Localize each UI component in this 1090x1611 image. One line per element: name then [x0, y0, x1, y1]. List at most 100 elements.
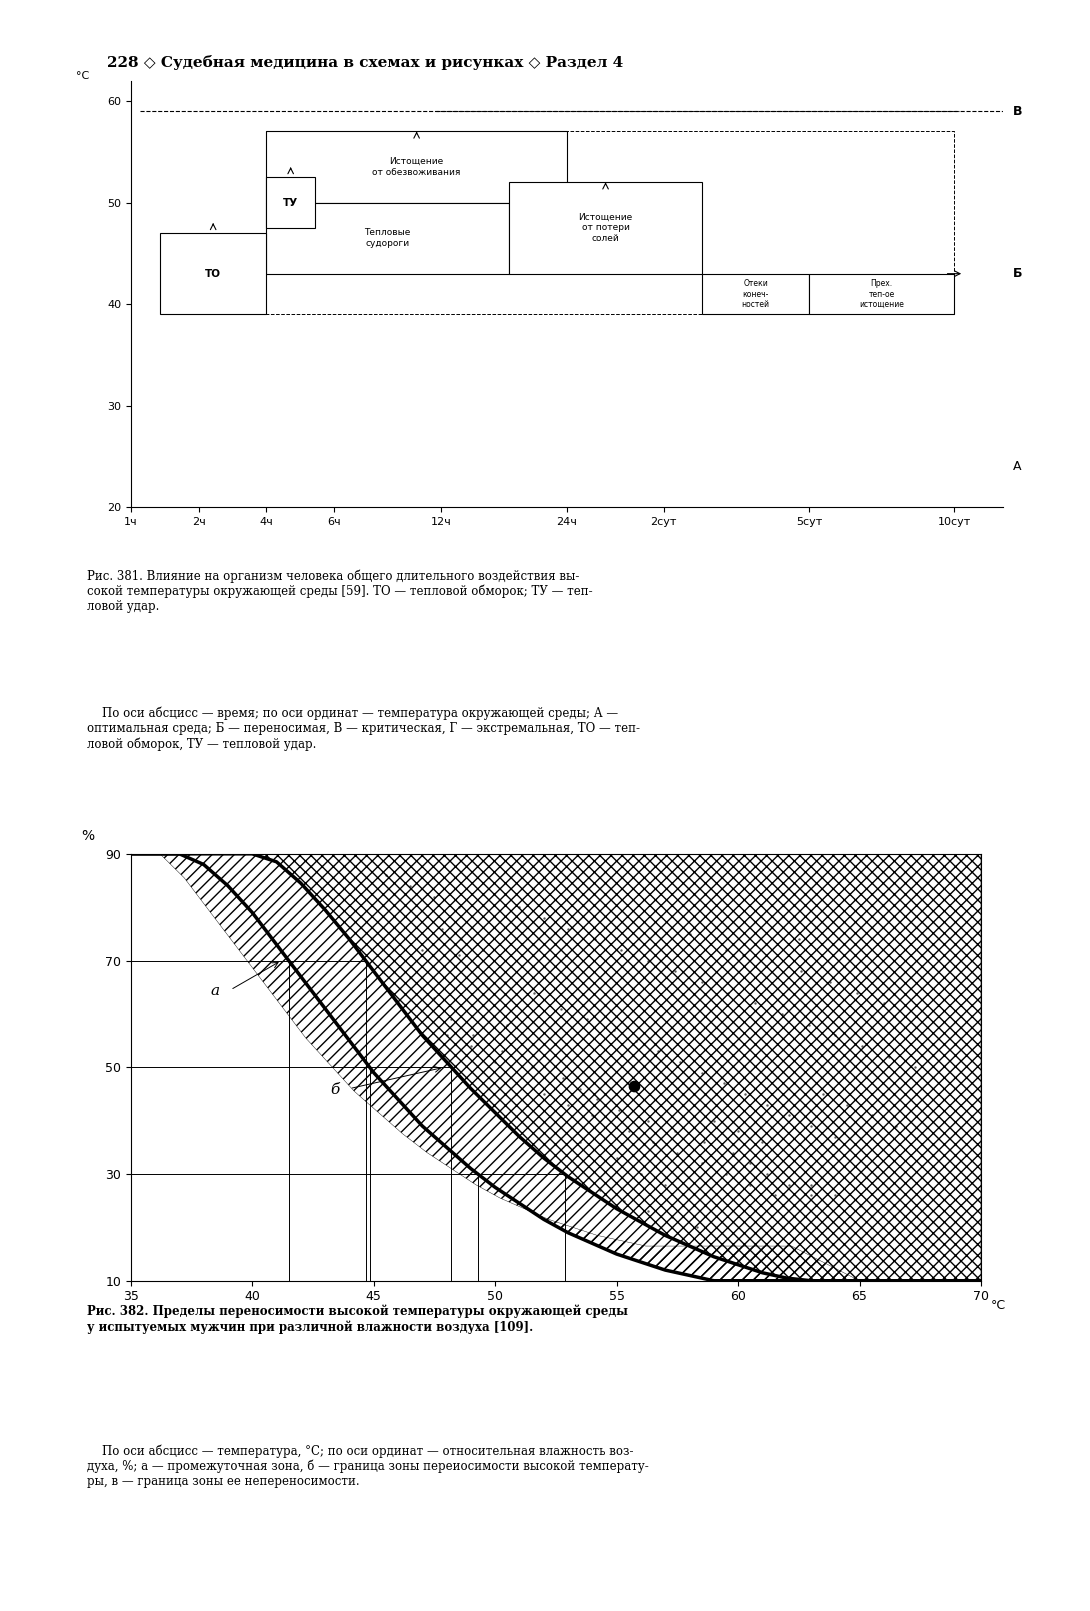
Point — [579, 1007, 596, 1033]
Point — [464, 1023, 482, 1049]
Point — [688, 1215, 705, 1240]
Point — [462, 1033, 480, 1058]
Point — [715, 1070, 732, 1095]
Point — [555, 1065, 572, 1091]
Point — [802, 1171, 820, 1197]
Text: Истощение
от потери
солей: Истощение от потери солей — [579, 213, 632, 243]
Point — [426, 883, 444, 909]
Point — [695, 1129, 713, 1155]
Point — [851, 959, 869, 984]
Text: Рис. 381. Влияние на организм человека общего длительного воздействия вы-
сокой : Рис. 381. Влияние на организм человека о… — [87, 569, 593, 614]
Point — [668, 1141, 686, 1166]
Text: ТУ: ТУ — [283, 198, 299, 208]
Point — [426, 984, 444, 1010]
Point — [741, 1171, 759, 1197]
Point — [800, 1012, 818, 1037]
Point — [741, 1150, 759, 1176]
Point — [543, 1150, 560, 1176]
Point — [605, 1017, 622, 1042]
Point — [494, 1039, 511, 1065]
Point — [681, 921, 699, 947]
Point — [640, 1108, 657, 1134]
Point — [719, 979, 737, 1005]
Point — [792, 959, 810, 984]
Point — [766, 1182, 784, 1208]
FancyBboxPatch shape — [266, 177, 315, 227]
Point — [450, 894, 468, 920]
Point — [452, 926, 470, 952]
Point — [780, 1102, 798, 1128]
Point — [608, 1145, 626, 1171]
Point — [650, 1039, 667, 1065]
Point — [498, 1012, 516, 1037]
Point — [496, 970, 513, 996]
Text: °C: °C — [75, 71, 89, 81]
Point — [887, 1113, 905, 1139]
Point — [559, 1092, 577, 1118]
Point — [443, 1007, 460, 1033]
Point — [717, 1162, 735, 1187]
FancyBboxPatch shape — [160, 234, 266, 314]
Point — [838, 1092, 856, 1118]
Point — [875, 991, 893, 1017]
Point — [552, 996, 569, 1021]
Point — [693, 1060, 711, 1086]
Point — [693, 970, 711, 996]
Point — [535, 905, 553, 931]
Text: %: % — [82, 830, 95, 843]
Point — [523, 1055, 541, 1081]
Point — [525, 979, 543, 1005]
Text: Отеки
конеч-
ностей: Отеки конеч- ностей — [741, 279, 770, 309]
Point — [640, 947, 657, 973]
Point — [747, 991, 764, 1017]
Text: Б: Б — [1013, 267, 1022, 280]
Point — [450, 942, 468, 968]
Point — [717, 938, 735, 963]
Point — [474, 938, 492, 963]
Text: В: В — [1013, 105, 1022, 118]
Point — [826, 1023, 844, 1049]
Text: ТО: ТО — [205, 269, 221, 279]
FancyBboxPatch shape — [809, 274, 955, 314]
Point — [666, 1118, 683, 1144]
Text: По оси абсцисс — время; по оси ординат — температура окружающей среды; А —
оптим: По оси абсцисс — время; по оси ординат —… — [87, 707, 640, 751]
Point — [535, 1081, 553, 1107]
Point — [401, 873, 419, 899]
Point — [851, 1194, 869, 1220]
Text: б: б — [330, 1083, 339, 1097]
Point — [377, 862, 395, 888]
Point — [693, 1150, 711, 1176]
Text: Рис. 382. Пределы переносимости высокой температуры окружающей среды
у испытуемы: Рис. 382. Пределы переносимости высокой … — [87, 1305, 628, 1334]
Point — [591, 1178, 608, 1203]
Point — [486, 1049, 504, 1075]
Point — [729, 1118, 747, 1144]
Point — [470, 954, 487, 979]
Point — [511, 894, 529, 920]
Point — [628, 1028, 645, 1054]
Point — [571, 1076, 589, 1102]
Point — [753, 1129, 771, 1155]
Point — [620, 1118, 638, 1144]
Text: По оси абсцисс — температура, °C; по оси ординат — относительная влажность воз-
: По оси абсцисс — температура, °C; по оси… — [87, 1443, 649, 1489]
Point — [853, 1033, 871, 1058]
FancyBboxPatch shape — [702, 274, 809, 314]
Point — [664, 1203, 681, 1229]
Point — [613, 938, 630, 963]
Point — [644, 1129, 662, 1155]
Point — [615, 1187, 632, 1213]
Point — [625, 1073, 642, 1099]
FancyBboxPatch shape — [266, 132, 567, 203]
Point — [671, 1049, 689, 1075]
Text: °C: °C — [991, 1300, 1006, 1313]
Point — [413, 938, 431, 963]
Point — [907, 1055, 924, 1081]
Point — [780, 1171, 798, 1197]
Text: А: А — [1013, 461, 1021, 474]
Point — [559, 915, 577, 941]
FancyBboxPatch shape — [509, 182, 702, 274]
Point — [567, 1166, 584, 1192]
Point — [759, 1092, 776, 1118]
Point — [737, 1081, 754, 1107]
FancyBboxPatch shape — [266, 203, 509, 274]
Text: 228 ◇ Судебная медицина в схемах и рисунках ◇ Раздел 4: 228 ◇ Судебная медицина в схемах и рисун… — [107, 55, 622, 71]
